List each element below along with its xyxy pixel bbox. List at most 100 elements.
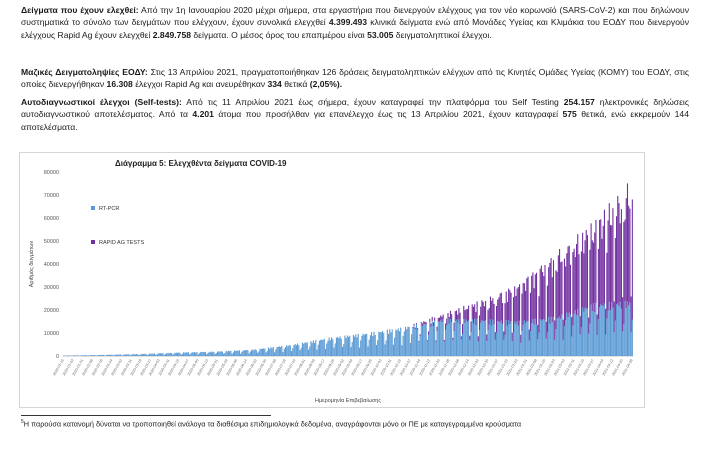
rt-pcr-bar	[572, 325, 574, 356]
rt-pcr-bar	[246, 350, 248, 356]
rt-pcr-bar	[371, 332, 373, 356]
rt-pcr-bar	[100, 354, 102, 356]
rt-pcr-bar	[360, 340, 362, 356]
rt-pcr-bar	[150, 353, 152, 356]
rapid-ag-bar	[590, 223, 592, 305]
rapid-ag-bar	[566, 253, 568, 313]
rt-pcr-bar	[338, 338, 340, 356]
rapid-ag-bar	[527, 276, 529, 322]
rt-pcr-bar	[381, 331, 384, 356]
rt-pcr-bar	[320, 339, 322, 356]
rt-pcr-bar	[260, 348, 262, 356]
rt-pcr-bar	[333, 347, 335, 356]
rt-pcr-bar	[241, 351, 243, 356]
rapid-ag-bar	[429, 318, 431, 322]
rapid-ag-bar	[579, 316, 581, 335]
rapid-ag-bar	[592, 242, 595, 304]
rapid-ag-bar	[600, 219, 602, 305]
rt-pcr-bar	[174, 352, 176, 356]
rt-pcr-bar	[113, 355, 116, 356]
rapid-ag-bar	[474, 304, 476, 319]
rapid-ag-bar	[494, 332, 496, 340]
rt-pcr-bar	[123, 354, 125, 356]
rapid-ag-bar	[475, 311, 477, 326]
rt-pcr-bar	[512, 332, 515, 356]
rapid-ag-bar	[426, 340, 428, 342]
rt-pcr-bar	[485, 320, 487, 356]
rt-pcr-bar	[107, 354, 109, 356]
rt-pcr-bar	[470, 332, 472, 356]
rt-pcr-bar	[350, 346, 352, 356]
rt-pcr-bar	[405, 326, 407, 356]
rt-pcr-bar	[237, 351, 239, 356]
rt-pcr-bar	[247, 350, 249, 356]
rapid-ag-bar	[543, 276, 545, 320]
rt-pcr-bar	[576, 314, 578, 356]
rt-pcr-bar	[284, 347, 287, 356]
rt-pcr-bar	[423, 324, 425, 356]
rapid-ag-bar	[603, 209, 605, 304]
rt-pcr-bar	[455, 319, 458, 356]
rt-pcr-bar	[590, 304, 592, 356]
rt-pcr-bar	[380, 332, 382, 356]
rt-pcr-bar	[212, 351, 214, 356]
rt-pcr-bar	[408, 327, 410, 356]
paragraph-text: Από την 1η Ιανουαρίου 2020 μέχρι σήμερα,…	[21, 5, 689, 28]
rapid-ag-bar	[605, 308, 607, 335]
rt-pcr-bar	[603, 303, 605, 356]
rt-pcr-bar	[497, 321, 499, 356]
rapid-ag-bar	[432, 322, 434, 327]
y-tick-label: 80000	[44, 170, 59, 176]
rt-pcr-bar	[274, 352, 276, 356]
rt-pcr-bar	[580, 326, 582, 356]
rapid-ag-bar	[613, 301, 615, 333]
rt-pcr-bar	[213, 352, 215, 356]
rapid-ag-bar	[483, 306, 485, 322]
rt-pcr-bar	[81, 355, 83, 356]
rapid-ag-bar	[544, 264, 546, 321]
rapid-ag-bar	[470, 321, 472, 333]
rt-pcr-bar	[474, 318, 476, 356]
rapid-ag-bar	[519, 284, 521, 321]
rapid-ag-bar	[522, 282, 524, 325]
rt-pcr-bar	[384, 344, 386, 356]
rt-pcr-bar	[230, 350, 232, 356]
rt-pcr-bar	[318, 340, 320, 356]
rt-pcr-bar	[265, 352, 267, 356]
rt-pcr-bar	[419, 336, 421, 356]
rt-pcr-bar	[138, 355, 140, 356]
rt-pcr-bar	[494, 339, 496, 356]
rapid-ag-bar	[589, 249, 591, 324]
rapid-ag-bar	[424, 321, 426, 325]
rapid-ag-bar	[511, 332, 513, 342]
rt-pcr-bar	[291, 351, 293, 356]
rt-pcr-bar	[152, 353, 154, 356]
rt-pcr-bar	[535, 324, 538, 356]
rt-pcr-bar	[301, 342, 304, 356]
rt-pcr-bar	[578, 316, 580, 356]
rt-pcr-bar	[464, 323, 466, 356]
rapid-ag-bar	[557, 255, 559, 319]
rapid-ag-bar	[563, 258, 565, 327]
bold-number: 334	[267, 79, 282, 90]
rt-pcr-bar	[226, 351, 228, 356]
rapid-ag-bar	[611, 225, 613, 303]
rt-pcr-bar	[331, 337, 333, 356]
rapid-ag-bar	[577, 234, 579, 309]
rapid-ag-bar	[526, 278, 528, 321]
rt-pcr-bar	[172, 354, 174, 356]
rt-pcr-bar	[303, 343, 305, 356]
rt-pcr-bar	[267, 347, 270, 356]
rapid-ag-bar	[583, 253, 585, 312]
rapid-ag-bar	[437, 317, 439, 323]
rapid-ag-bar	[585, 229, 587, 309]
rapid-ag-bar	[580, 251, 582, 327]
rt-pcr-bar	[498, 321, 500, 356]
rapid-ag-bar	[596, 314, 598, 336]
rapid-ag-bar	[568, 245, 570, 313]
rt-pcr-bar	[481, 320, 483, 356]
rt-pcr-bar	[275, 349, 277, 356]
rt-pcr-bar	[332, 339, 334, 356]
rt-pcr-bar	[525, 322, 527, 356]
rt-pcr-bar	[196, 351, 198, 356]
